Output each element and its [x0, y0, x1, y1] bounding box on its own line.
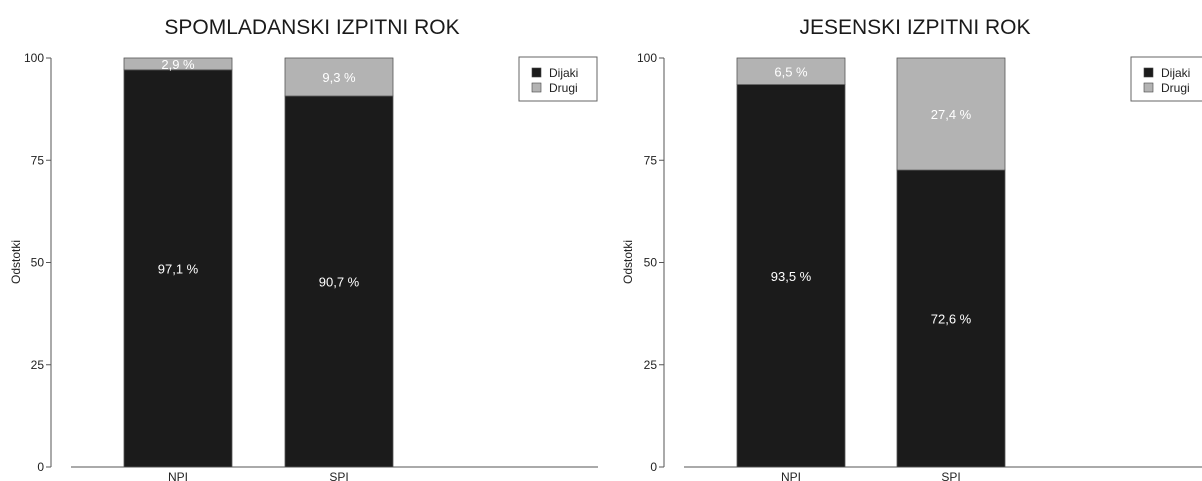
- y-tick-label: 50: [644, 256, 658, 270]
- bar-dijaki-spi: [896, 169, 1006, 468]
- y-tick-label: 75: [644, 153, 658, 167]
- data-label-drugi-spi: 27,4 %: [931, 107, 972, 122]
- chart-panel-1: SPOMLADANSKI IZPITNI ROK 0 25 50 75 100 Odstot…: [9, 16, 598, 481]
- y-tick-label: 0: [650, 460, 657, 474]
- bar-drugi-npi: [736, 57, 846, 85]
- data-label-dijaki-spi: 90,7 %: [319, 275, 360, 290]
- y-tick-label: 0: [37, 460, 44, 474]
- x-tick-label: NPI: [168, 470, 188, 481]
- chart-panel-2: JESENSKI IZPITNI ROK 0 25 50 75 100 Odstotki 93…: [621, 16, 1202, 481]
- bar-drugi-spi: [896, 57, 1006, 171]
- legend-box: [1130, 56, 1202, 102]
- y-tick-label: 75: [31, 153, 45, 167]
- data-label-dijaki-npi: 93,5 %: [771, 269, 812, 284]
- bar-drugi-npi: [123, 57, 233, 71]
- y-tick-label: 100: [637, 51, 657, 65]
- legend-box: [518, 56, 598, 102]
- y-tick-label: 50: [31, 256, 45, 270]
- data-label-drugi-npi: 2,9 %: [161, 57, 195, 72]
- y-tick-label: 25: [31, 358, 45, 372]
- legend-swatch-dijaki: [531, 67, 542, 78]
- data-label-drugi-npi: 6,5 %: [774, 64, 808, 79]
- data-label-dijaki-npi: 97,1 %: [158, 261, 199, 276]
- legend-swatch-drugi: [531, 82, 542, 93]
- y-tick-label: 25: [644, 358, 658, 372]
- legend-label-dijaki: Dijaki: [1161, 66, 1190, 80]
- data-label-dijaki-spi: 72,6 %: [931, 312, 972, 327]
- y-tick-label: 100: [24, 51, 44, 65]
- bar-dijaki-npi: [736, 84, 846, 468]
- bar-drugi-spi: [284, 57, 394, 97]
- legend-label-drugi: Drugi: [549, 81, 578, 95]
- x-tick-label: SPI: [329, 470, 348, 481]
- legend-swatch-dijaki: [1143, 67, 1154, 78]
- legend-label-drugi: Drugi: [1161, 81, 1190, 95]
- legend-label-dijaki: Dijaki: [549, 66, 578, 80]
- legend-swatch-drugi: [1143, 82, 1154, 93]
- x-tick-label: SPI: [941, 470, 960, 481]
- bar-dijaki-npi: [123, 69, 233, 468]
- bar-dijaki-spi: [284, 95, 394, 468]
- data-label-drugi-spi: 9,3 %: [322, 70, 356, 85]
- y-axis-label: Odstotki: [9, 240, 23, 284]
- chart-title: SPOMLADANSKI IZPITNI ROK: [164, 16, 459, 39]
- x-tick-label: NPI: [781, 470, 801, 481]
- y-axis-label: Odstotki: [621, 240, 635, 284]
- chart-title: JESENSKI IZPITNI ROK: [799, 16, 1030, 39]
